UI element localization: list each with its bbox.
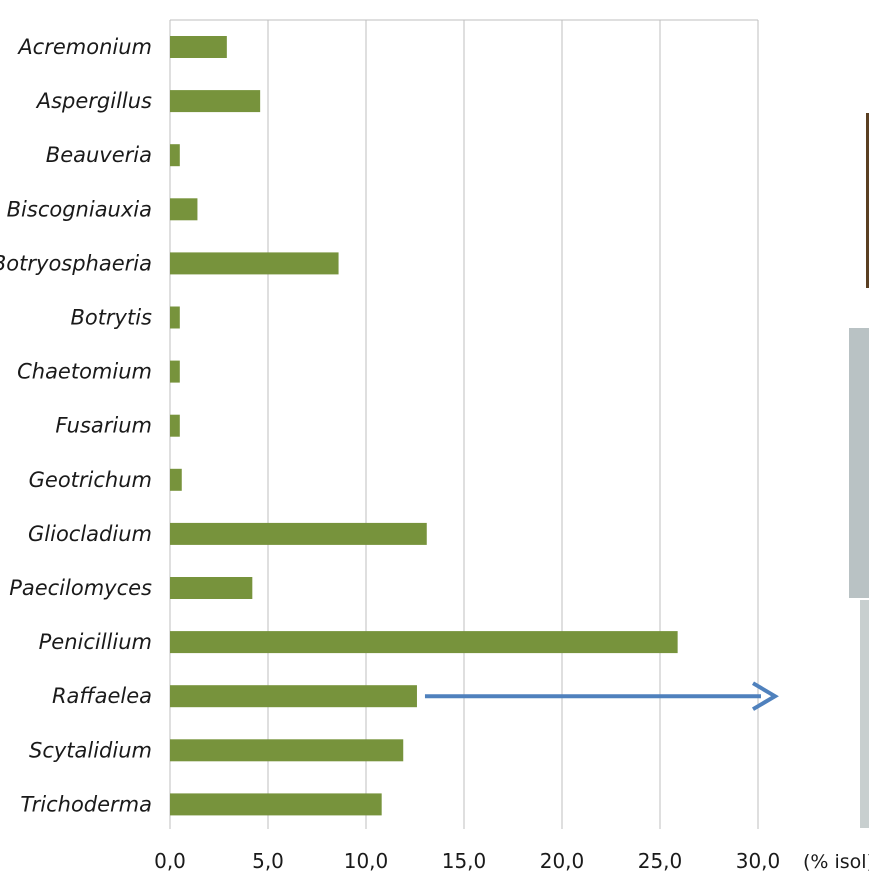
photo-strip-3: [860, 600, 869, 828]
x-tick-label: 10,0: [344, 849, 389, 873]
bar-aspergillus: [170, 90, 261, 113]
category-label: Gliocladium: [28, 522, 152, 546]
category-label: Acremonium: [16, 35, 152, 59]
category-label: Trichoderma: [20, 792, 152, 816]
x-tick-label: 0,0: [154, 849, 186, 873]
category-label: Beauveria: [46, 143, 152, 167]
bar-raffaelea: [170, 685, 417, 708]
bar-botrytis: [170, 306, 180, 329]
bar-paecilomyces: [170, 577, 253, 599]
bar-scytalidium: [170, 739, 404, 762]
category-label: Geotrichum: [29, 468, 152, 492]
bar-beauveria: [170, 144, 180, 167]
bar-gliocladium: [170, 522, 427, 545]
category-label: Paecilomyces: [9, 576, 152, 600]
photo-strip-1: [866, 113, 869, 288]
category-label: Chaetomium: [17, 360, 152, 384]
photo-strip-2: [849, 328, 869, 598]
bar-botryosphaeria: [170, 252, 339, 275]
bar-chaetomium: [170, 360, 180, 383]
category-label: Penicillium: [39, 630, 152, 654]
x-tick-label: 20,0: [540, 849, 585, 873]
x-tick-labels: 0,0 5,0 10,0 15,0 20,0 25,0 30,0: [154, 849, 780, 873]
x-tick-label: 30,0: [736, 849, 781, 873]
category-labels: Acremonium Aspergillus Beauveria Biscogniau…: [0, 35, 152, 816]
category-label: Scytalidium: [29, 738, 152, 762]
grid-lines: [169, 19, 759, 829]
bar-geotrichum: [170, 468, 182, 491]
bar-penicillium: [170, 631, 678, 654]
category-label: Raffaelea: [52, 684, 152, 708]
raffaelea-arrow: [424, 681, 779, 711]
x-tick-label: 25,0: [638, 849, 683, 873]
bar-acremonium: [170, 36, 227, 58]
x-tick-label: 15,0: [442, 849, 487, 873]
bar-biscogniauxia: [170, 198, 198, 221]
bars: [170, 36, 678, 816]
x-tick-label: 5,0: [252, 849, 284, 873]
category-label: Fusarium: [55, 414, 152, 438]
arrow-head: [751, 681, 779, 711]
category-label: Biscogniauxia: [7, 197, 152, 221]
category-label: Botryosphaeria: [0, 251, 152, 275]
x-axis-unit-label: (% isol): [803, 851, 869, 873]
category-label: Botrytis: [70, 306, 152, 330]
category-label: Aspergillus: [35, 89, 152, 113]
bar-fusarium: [170, 414, 180, 437]
bar-trichoderma: [170, 793, 382, 816]
